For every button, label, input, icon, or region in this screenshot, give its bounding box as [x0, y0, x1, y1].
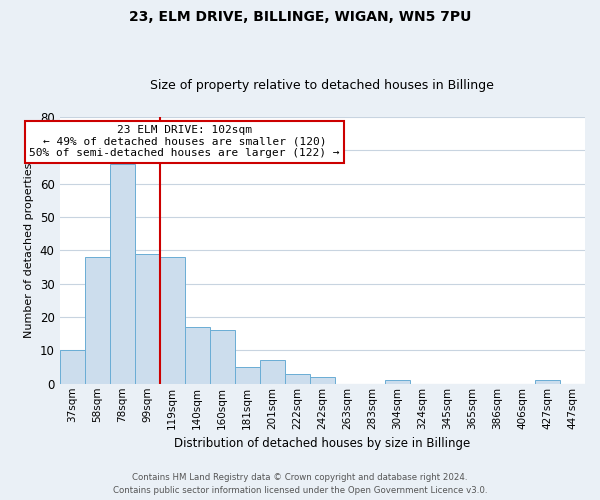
Title: Size of property relative to detached houses in Billinge: Size of property relative to detached ho… [151, 79, 494, 92]
Text: 23 ELM DRIVE: 102sqm
← 49% of detached houses are smaller (120)
50% of semi-deta: 23 ELM DRIVE: 102sqm ← 49% of detached h… [29, 125, 340, 158]
Bar [59, 350, 85, 384]
Bar [134, 254, 160, 384]
Bar [535, 380, 560, 384]
Text: 23, ELM DRIVE, BILLINGE, WIGAN, WN5 7PU: 23, ELM DRIVE, BILLINGE, WIGAN, WN5 7PU [129, 10, 471, 24]
Bar [185, 327, 209, 384]
Text: Contains HM Land Registry data © Crown copyright and database right 2024.
Contai: Contains HM Land Registry data © Crown c… [113, 474, 487, 495]
X-axis label: Distribution of detached houses by size in Billinge: Distribution of detached houses by size … [174, 437, 470, 450]
Bar [110, 164, 134, 384]
Bar [160, 257, 185, 384]
Bar [260, 360, 285, 384]
Y-axis label: Number of detached properties: Number of detached properties [24, 162, 34, 338]
Bar [310, 377, 335, 384]
Bar [385, 380, 410, 384]
Bar [209, 330, 235, 384]
Bar [285, 374, 310, 384]
Bar [85, 257, 110, 384]
Bar [235, 367, 260, 384]
